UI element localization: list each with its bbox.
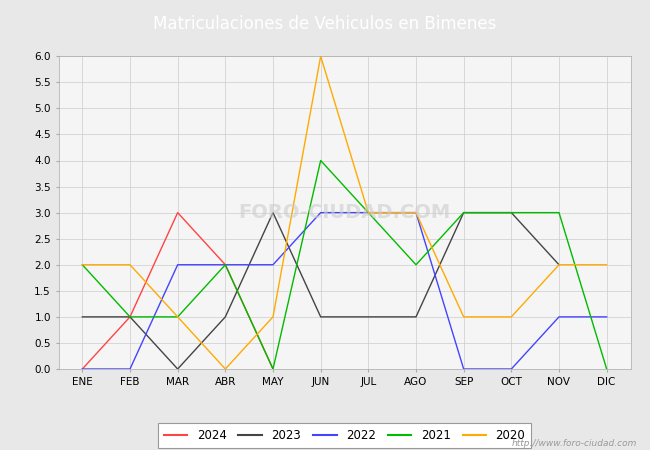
2021: [460, 210, 467, 216]
Text: Matriculaciones de Vehiculos en Bimenes: Matriculaciones de Vehiculos en Bimenes: [153, 14, 497, 33]
2021: [222, 262, 229, 267]
2024: [222, 262, 229, 267]
Legend: 2024, 2023, 2022, 2021, 2020: 2024, 2023, 2022, 2021, 2020: [158, 423, 531, 448]
2024: [174, 210, 181, 216]
2023: [269, 210, 277, 216]
Line: 2022: 2022: [83, 213, 606, 369]
2022: [460, 366, 467, 372]
2020: [460, 314, 467, 319]
2022: [269, 262, 277, 267]
2021: [126, 314, 134, 319]
2022: [412, 210, 420, 216]
2022: [174, 262, 181, 267]
2023: [222, 314, 229, 319]
2020: [412, 210, 420, 216]
2022: [126, 366, 134, 372]
2021: [555, 210, 563, 216]
2023: [365, 314, 372, 319]
2022: [555, 314, 563, 319]
Line: 2020: 2020: [83, 56, 606, 369]
Text: http://www.foro-ciudad.com: http://www.foro-ciudad.com: [512, 439, 637, 448]
2020: [603, 262, 610, 267]
2023: [508, 210, 515, 216]
2020: [508, 314, 515, 319]
2022: [603, 314, 610, 319]
2024: [79, 366, 86, 372]
2023: [460, 210, 467, 216]
2023: [174, 366, 181, 372]
2020: [126, 262, 134, 267]
2021: [508, 210, 515, 216]
2022: [79, 366, 86, 372]
2023: [79, 314, 86, 319]
2021: [317, 158, 324, 163]
2022: [508, 366, 515, 372]
2020: [365, 210, 372, 216]
2022: [222, 262, 229, 267]
2020: [269, 314, 277, 319]
2024: [269, 366, 277, 372]
Line: 2023: 2023: [83, 213, 559, 369]
2021: [269, 366, 277, 372]
2023: [126, 314, 134, 319]
2024: [126, 314, 134, 319]
2023: [555, 262, 563, 267]
2022: [317, 210, 324, 216]
Line: 2024: 2024: [83, 213, 273, 369]
2021: [365, 210, 372, 216]
2023: [412, 314, 420, 319]
Text: FORO-CIUDAD.COM: FORO-CIUDAD.COM: [239, 203, 450, 222]
2022: [365, 210, 372, 216]
2021: [174, 314, 181, 319]
2021: [79, 262, 86, 267]
2021: [603, 366, 610, 372]
2023: [317, 314, 324, 319]
2020: [555, 262, 563, 267]
2021: [412, 262, 420, 267]
2020: [222, 366, 229, 372]
2020: [317, 54, 324, 59]
2020: [79, 262, 86, 267]
2020: [174, 314, 181, 319]
Line: 2021: 2021: [83, 161, 606, 369]
